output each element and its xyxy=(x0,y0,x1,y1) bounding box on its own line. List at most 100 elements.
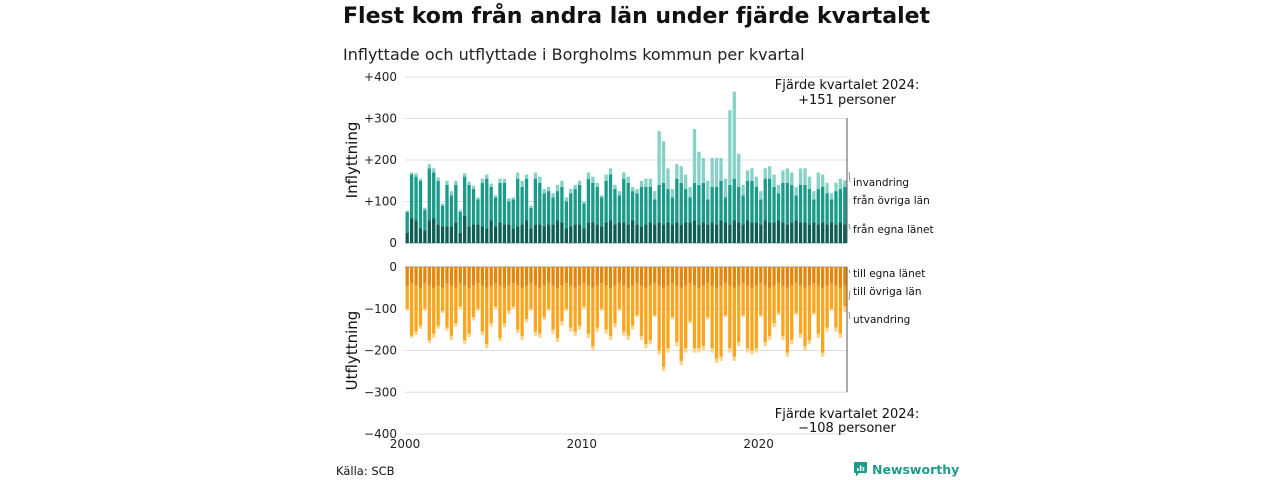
bar-in-egna xyxy=(741,224,745,243)
bar-in-ovriga xyxy=(732,178,736,221)
bar-in-invandring xyxy=(538,176,542,183)
bar-out-egna xyxy=(701,267,706,286)
bar-out-egna xyxy=(502,267,507,288)
bar-in-ovriga xyxy=(569,193,573,227)
bar-in-invandring xyxy=(414,173,418,177)
bar-in-invandring xyxy=(834,182,838,192)
bar-in-egna xyxy=(732,220,736,243)
bar-out-utvandring xyxy=(679,360,683,366)
bar-out-ovriga xyxy=(710,285,714,349)
legend-connector xyxy=(848,290,851,301)
bar-out-utvandring xyxy=(701,346,706,351)
bar-out-utvandring xyxy=(516,329,520,333)
bar-out-ovriga xyxy=(838,287,843,334)
bar-in-invandring xyxy=(728,110,732,185)
bar-in-egna xyxy=(423,230,427,243)
bar-in-invandring xyxy=(701,157,706,183)
bar-out-utvandring xyxy=(617,308,622,311)
bar-in-egna xyxy=(586,222,591,243)
bar-out-egna xyxy=(414,267,418,286)
bar-in-ovriga xyxy=(524,178,529,221)
legend-label-out: till övriga län xyxy=(853,286,922,298)
bar-out-ovriga xyxy=(498,285,502,338)
bar-out-utvandring xyxy=(560,321,564,326)
bar-in-ovriga xyxy=(838,189,843,223)
bar-out-egna xyxy=(613,267,617,286)
bar-in-invandring xyxy=(710,157,714,187)
bar-in-ovriga xyxy=(653,199,657,225)
bar-in-invandring xyxy=(807,176,812,190)
bar-out-utvandring xyxy=(776,312,781,316)
bar-in-ovriga xyxy=(750,180,754,223)
annotation-in-line1: Fjärde kvartalet 2024: xyxy=(775,78,919,93)
bar-out-egna xyxy=(706,267,710,284)
bar-out-ovriga xyxy=(661,287,666,368)
bar-in-ovriga xyxy=(812,199,816,223)
bar-out-utvandring xyxy=(582,306,586,309)
bar-in-invandring xyxy=(564,197,568,202)
bar-out-utvandring xyxy=(569,327,573,332)
bar-out-ovriga xyxy=(745,285,750,349)
bar-in-ovriga xyxy=(785,182,789,225)
bar-out-egna xyxy=(529,267,533,284)
bar-in-egna xyxy=(688,222,692,243)
y-tick-label: 0 xyxy=(389,260,397,274)
bar-in-invandring xyxy=(692,128,697,183)
bar-out-ovriga xyxy=(816,285,820,334)
bar-in-invandring xyxy=(657,130,661,185)
bar-in-invandring xyxy=(803,168,807,185)
bar-in-ovriga xyxy=(414,176,418,221)
brand-name: Newsworthy xyxy=(872,462,960,477)
bar-out-egna xyxy=(582,267,586,284)
bar-out-ovriga xyxy=(423,283,427,309)
bar-in-invandring xyxy=(763,168,767,179)
bar-in-invandring xyxy=(688,186,692,198)
bar-out-utvandring xyxy=(471,317,476,321)
bar-in-invandring xyxy=(679,166,683,183)
bar-in-ovriga xyxy=(476,199,480,225)
bar-in-invandring xyxy=(754,176,759,187)
bar-out-egna xyxy=(798,267,803,286)
bar-in-ovriga xyxy=(502,182,507,225)
bar-out-utvandring xyxy=(418,325,423,329)
bar-in-ovriga xyxy=(843,186,847,225)
bar-out-egna xyxy=(803,267,807,288)
bar-out-egna xyxy=(471,267,476,286)
bar-in-invandring xyxy=(600,195,604,198)
bar-out-egna xyxy=(723,267,728,284)
bar-in-invandring xyxy=(582,201,586,204)
bar-in-ovriga xyxy=(644,186,648,225)
bar-in-ovriga xyxy=(591,182,595,223)
bar-out-egna xyxy=(577,267,582,286)
bar-out-utvandring xyxy=(555,337,560,343)
bar-out-egna xyxy=(546,267,551,284)
bar-out-utvandring xyxy=(714,358,719,364)
bar-in-ovriga xyxy=(776,193,781,221)
bar-in-egna xyxy=(467,226,471,243)
bar-in-egna xyxy=(560,222,564,243)
bar-in-ovriga xyxy=(493,197,498,227)
bar-in-invandring xyxy=(719,157,723,181)
bar-out-egna xyxy=(719,267,723,286)
bar-out-ovriga xyxy=(728,285,732,349)
bar-in-egna xyxy=(737,222,741,243)
bar-in-invandring xyxy=(635,189,639,194)
bar-in-egna xyxy=(821,222,825,243)
bar-out-utvandring xyxy=(542,317,546,321)
bar-out-utvandring xyxy=(737,342,741,347)
bar-out-utvandring xyxy=(723,315,728,318)
bar-in-egna xyxy=(630,220,635,243)
bar-out-egna xyxy=(843,267,847,286)
bar-in-invandring xyxy=(520,180,524,187)
bar-in-egna xyxy=(825,224,829,243)
bar-out-ovriga xyxy=(551,285,555,330)
bar-out-ovriga xyxy=(763,285,767,343)
bar-in-ovriga xyxy=(670,197,675,225)
bar-out-ovriga xyxy=(467,287,471,334)
bar-out-ovriga xyxy=(507,285,511,311)
chart-subtitle: Inflyttade och utflyttade i Borgholms ko… xyxy=(343,45,805,64)
bar-in-egna xyxy=(648,222,652,243)
bar-out-utvandring xyxy=(445,327,449,331)
bar-out-ovriga xyxy=(414,285,418,332)
y-axis-title-utflyttning: Utflyttning xyxy=(343,311,361,391)
